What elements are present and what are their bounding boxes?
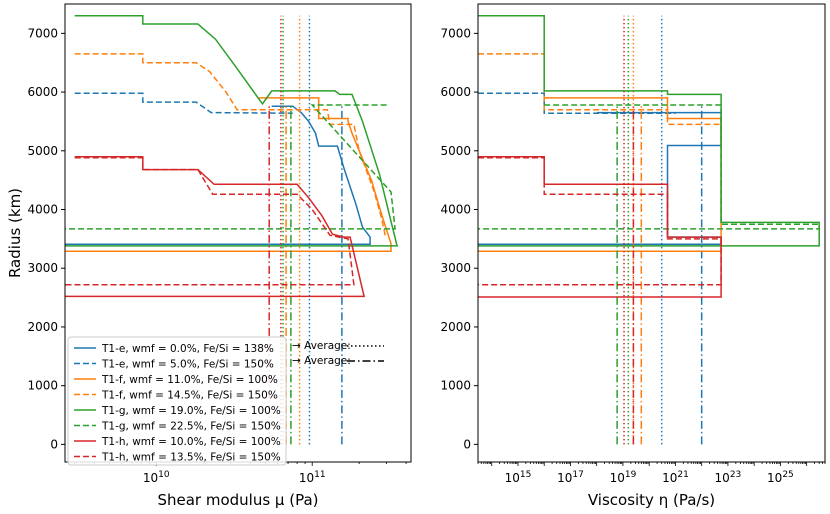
y-tick-label-1-2: 2000 xyxy=(440,320,471,334)
x-tick-label-0-0: 1010 xyxy=(143,470,170,485)
series-line-0-0 xyxy=(65,105,371,245)
x-tick-label-1-4: 1023 xyxy=(715,470,742,485)
series-line-1-3 xyxy=(478,53,722,126)
x-tick-label-1-1: 1017 xyxy=(557,470,584,485)
series-line-0-6 xyxy=(65,155,366,298)
legend-label-3: T1-f, wmf = 14.5%, Fe/Si = 150% xyxy=(101,390,278,402)
y-tick-label-1-7: 7000 xyxy=(440,26,471,40)
y-tick-label-0-1: 1000 xyxy=(27,379,58,393)
left-plot-area xyxy=(65,14,399,445)
series-line-0-2 xyxy=(65,97,392,252)
series-line-1-1 xyxy=(478,92,676,114)
legend-box xyxy=(67,336,287,466)
right-axes-frame xyxy=(477,3,826,463)
y-tick-label-0-0: 0 xyxy=(50,437,58,451)
average-legend-label-1: → Average: xyxy=(292,355,351,367)
series-line-1-2 xyxy=(478,97,722,252)
series-line-0-4 xyxy=(65,14,399,247)
legend-label-0: T1-e, wmf = 0.0%, Fe/Si = 138% xyxy=(101,343,274,355)
legend-label-6: T1-h, wmf = 10.0%, Fe/Si = 100% xyxy=(101,436,281,448)
y-tick-label-0-4: 4000 xyxy=(27,203,58,217)
y-tick-label-1-0: 0 xyxy=(463,437,471,451)
x-tick-label-1-2: 1019 xyxy=(610,470,637,485)
legend-label-5: T1-g, wmf = 22.5%, Fe/Si = 150% xyxy=(101,421,281,433)
legend-label-4: T1-g, wmf = 19.0%, Fe/Si = 100% xyxy=(101,405,281,417)
left-panel: 0 1000 2000 3000 4000 5000 6000 7000 1010 1011 She… xyxy=(6,3,412,509)
legend-label-2: T1-f, wmf = 11.0%, Fe/Si = 100% xyxy=(101,374,278,386)
x-tick-label-1-3: 1021 xyxy=(662,470,689,485)
legend-label-7: T1-h, wmf = 13.5%, Fe/Si = 150% xyxy=(101,452,281,464)
y-tick-label-0-5: 5000 xyxy=(27,144,58,158)
left-y-axis-label: Radius (km) xyxy=(6,188,24,278)
y-tick-label-1-3: 3000 xyxy=(440,261,471,275)
series-line-1-7 xyxy=(478,157,722,286)
legend-label-1: T1-e, wmf = 5.0%, Fe/Si = 150% xyxy=(101,359,274,371)
right-plot-area xyxy=(478,14,820,445)
series-line-0-7 xyxy=(65,157,355,286)
y-tick-label-0-3: 3000 xyxy=(27,261,58,275)
y-tick-label-0-6: 6000 xyxy=(27,85,58,99)
x-tick-label-1-5: 1025 xyxy=(767,470,794,485)
y-tick-label-1-6: 6000 xyxy=(440,85,471,99)
series-line-0-1 xyxy=(74,92,293,114)
series-line-1-4 xyxy=(478,14,820,247)
right-panel: 0 1000 2000 3000 4000 5000 6000 7000 1015 1017 101… xyxy=(440,3,826,509)
average-legend-label-0: → Average: xyxy=(292,340,351,352)
series-line-1-5 xyxy=(478,104,820,230)
y-tick-label-0-2: 2000 xyxy=(27,320,58,334)
series-line-1-6 xyxy=(478,155,722,298)
series-line-0-5 xyxy=(65,104,396,230)
right-x-axis-label: Viscosity η (Pa/s) xyxy=(588,491,715,509)
legend: T1-e, wmf = 0.0%, Fe/Si = 138% T1-e, wmf … xyxy=(67,336,384,466)
y-tick-label-1-5: 5000 xyxy=(440,144,471,158)
y-tick-label-1-1: 1000 xyxy=(440,379,471,393)
x-tick-label-0-1: 1011 xyxy=(299,470,326,485)
series-line-0-3 xyxy=(74,53,387,238)
y-tick-label-1-4: 4000 xyxy=(440,203,471,217)
x-tick-label-1-0: 1015 xyxy=(505,470,532,485)
y-tick-label-0-7: 7000 xyxy=(27,26,58,40)
left-x-axis-label: Shear modulus μ (Pa) xyxy=(157,491,318,509)
series-line-1-0 xyxy=(478,111,722,245)
